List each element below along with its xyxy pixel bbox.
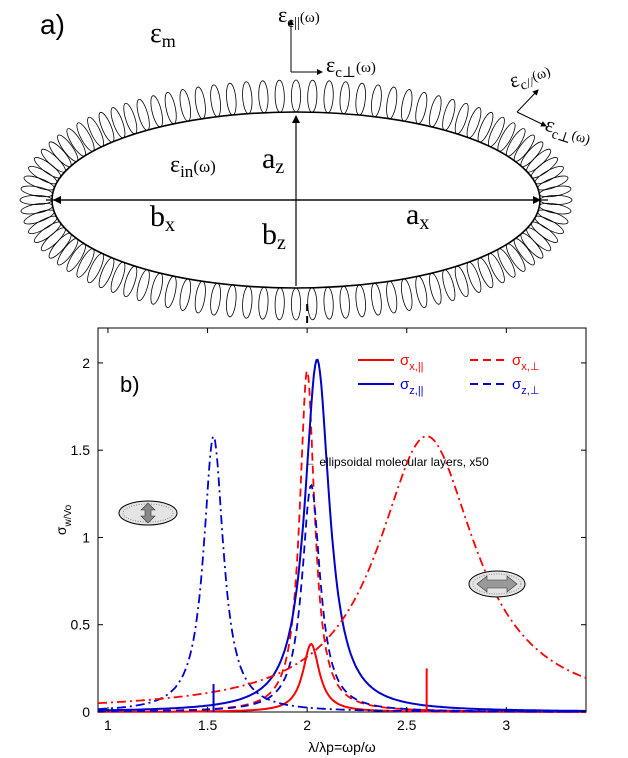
molecule-petal [136, 98, 150, 131]
molecule-petal [136, 269, 150, 302]
eps-c-par-side-label: εc//(ω) [506, 57, 554, 97]
molecule-petal [497, 122, 516, 152]
series-line-5 [97, 435, 587, 705]
ax-label: ax [406, 198, 429, 234]
x-tick-label: 3 [502, 717, 510, 733]
molecule-petal [210, 84, 221, 118]
molecule-petal [179, 89, 192, 122]
molecule-petal [242, 81, 253, 115]
bz-label: bz [262, 218, 286, 254]
molecule-petal [307, 287, 318, 321]
eps-c-perp-top-label: εc⊥(ω) [326, 52, 376, 81]
molecule-petal [355, 82, 366, 116]
eps-m-label: εm [150, 18, 176, 51]
y-tick-label: 0.5 [71, 617, 91, 633]
spectrum-chart: 1 1.5 2 2.5 3 0 0.5 1 1.5 2 b) ← ellipsoidal mole… [53, 304, 587, 755]
molecule-petal [110, 261, 126, 293]
legend-label: σx,⊥ [512, 352, 539, 373]
molecule-petal [258, 286, 269, 320]
molecule-petal [291, 79, 302, 113]
molecule-petal [371, 84, 382, 118]
molecule-petal [386, 280, 398, 314]
molecule-petal [477, 257, 494, 289]
molecule-petal [98, 111, 115, 143]
molecule-petal [98, 257, 115, 289]
molecule-petal [164, 275, 177, 308]
series-line-3 [98, 483, 586, 713]
eps-c-par-top-label: εc||(ω) [278, 2, 320, 31]
y-tick-label: 2 [82, 355, 90, 371]
molecule-petal [274, 79, 285, 113]
molecule-petal [429, 95, 442, 128]
legend-label: σz,|| [400, 376, 424, 397]
series-layer [97, 358, 587, 713]
panel-a-label: a) [40, 9, 65, 40]
molecule-petal [371, 282, 382, 316]
molecule-petal [442, 98, 456, 131]
annotation-label: ← ellipsoidal molecular layers, x50 [304, 455, 489, 469]
molecule-petal [466, 107, 482, 139]
molecule-petal [339, 81, 350, 115]
molecule-petal [76, 122, 95, 152]
molecule-petal [307, 79, 318, 113]
molecule-petal [150, 95, 163, 128]
molecule-petal [194, 280, 206, 314]
molecule-petal [400, 89, 413, 122]
molecule-petal [477, 111, 494, 143]
molecule-petal [497, 248, 516, 278]
panel-b-label: b) [120, 372, 140, 397]
molecule-petal [386, 86, 398, 120]
molecule-petal [164, 92, 177, 125]
molecule-petal [415, 275, 428, 308]
molecule-petal [242, 285, 253, 319]
x-tick-label: 1.5 [198, 717, 218, 733]
molecule-petal [355, 284, 366, 318]
molecule-petal [442, 269, 456, 302]
molecule-petal [415, 92, 428, 125]
legend: σx,|| σx,⊥ σz,|| σz,⊥ [358, 352, 539, 397]
molecule-petal [258, 80, 269, 114]
molecule-petal [323, 80, 334, 114]
series-line-4 [97, 434, 586, 713]
x-tick-label: 2.5 [397, 717, 417, 733]
az-label: az [262, 142, 284, 178]
eps-c-perp-side-arrow [516, 111, 547, 127]
y-axis-label: σw/Vo [53, 504, 74, 535]
molecule-petal [339, 285, 350, 319]
x-tick-label: 1 [104, 717, 112, 733]
y-tick-label: 1 [82, 529, 90, 545]
molecule-petal [429, 272, 442, 305]
ellipsoid-diagram: a) εm εin(ω) εc||(ω) εc⊥(ω) εc//(ω) εc⊥(… [19, 2, 594, 321]
molecule-petal [76, 248, 95, 278]
molecule-petal [150, 272, 163, 305]
molecule-petal [179, 278, 192, 311]
horizontal-arrow-ellipsoid-icon [468, 570, 526, 598]
y-tick-label: 0 [82, 704, 90, 720]
plot-frame [97, 327, 587, 713]
legend-label: σz,⊥ [512, 376, 539, 397]
vertical-arrow-ellipsoid-icon [118, 500, 178, 526]
molecule-petal [274, 287, 285, 321]
eps-in-label: εin(ω) [170, 152, 216, 181]
molecule-petal [110, 107, 126, 139]
molecule-petal [323, 286, 334, 320]
bx-label: bx [150, 200, 175, 236]
y-tick-label: 1.5 [71, 442, 91, 458]
legend-label: σx,|| [400, 352, 424, 373]
molecule-petal [210, 282, 221, 316]
molecule-petal [226, 284, 237, 318]
molecule-petal [226, 82, 237, 116]
eps-c-par-side-arrow [516, 89, 539, 113]
marker-layer [212, 668, 428, 712]
x-axis-label: λ/λp=ωp/ω [308, 739, 375, 755]
molecule-petal [194, 86, 206, 120]
molecule-petal [466, 261, 482, 293]
molecule-petal [400, 278, 413, 311]
x-tick-label: 2 [303, 717, 311, 733]
tick-layer: 1 1.5 2 2.5 3 0 0.5 1 1.5 2 [71, 328, 586, 733]
eps-c-perp-side-label: εc⊥(ω) [541, 112, 594, 153]
molecule-petal [291, 287, 302, 321]
